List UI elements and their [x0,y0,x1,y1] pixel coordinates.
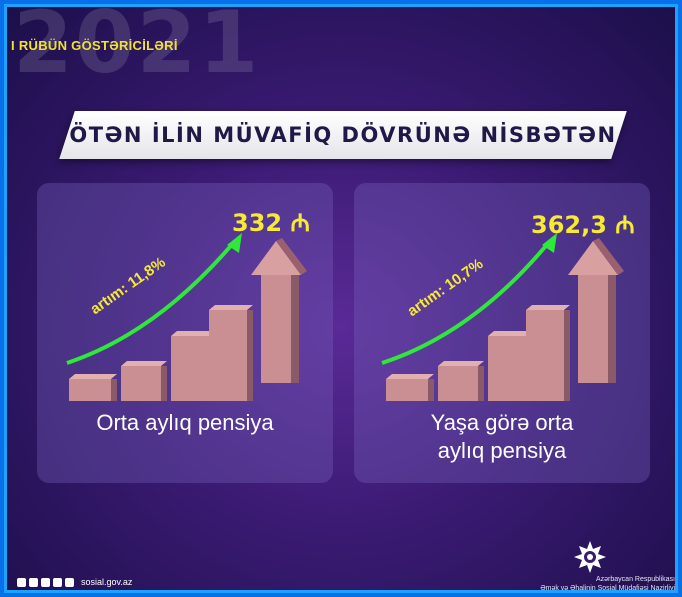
bar-1 [69,374,117,401]
growth-bars-chart [66,233,307,401]
infographic-frame: 2021 I RÜBÜN GÖSTƏRİCİLƏRİ ÖTƏN İLİN MÜV… [4,4,678,593]
growth-bars-chart [381,233,624,401]
growth-arrow-head [542,233,557,253]
year-watermark: 2021 [13,4,261,93]
arrow-bar [251,238,307,383]
website-link[interactable]: sosial.gov.az [81,577,133,587]
pension-value: 362,3 ₼ [531,211,635,239]
card-average-pension: artım: 11,8% 332 ₼ Orta aylıq pensiya [37,183,333,483]
twitter-icon[interactable] [41,578,50,587]
youtube-icon[interactable] [65,578,74,587]
instagram-icon[interactable] [29,578,38,587]
bar-3 [488,331,532,401]
card-label-line: aylıq pensiya [437,438,567,463]
card-label-line: Orta aylıq pensiya [96,410,274,435]
social-icons [17,578,74,587]
card-label: Orta aylıq pensiya [37,409,333,437]
card-label: Yaşa görə orta aylıq pensiya [354,409,650,465]
telegram-icon[interactable] [53,578,62,587]
card-age-pension: artım: 10,7% 362,3 ₼ Yaşa görə orta aylı… [354,183,650,483]
card-label-line: Yaşa görə orta [430,410,574,435]
quarter-title: I RÜBÜN GÖSTƏRİCİLƏRİ [11,38,178,53]
bar-3 [171,331,215,401]
growth-arrow-line [381,239,552,365]
facebook-icon[interactable] [17,578,26,587]
bar-4 [526,305,570,401]
pension-value: 332 ₼ [232,209,310,237]
banner-title: ÖTƏN İLİN MÜVAFİQ DÖVRÜNƏ NİSBƏTƏN [69,123,617,147]
growth-arrow-line [66,239,237,365]
ministry-emblem-icon [574,541,606,573]
ministry-name-line1: Azərbaycan Respublikası [596,576,675,583]
arrow-bar [568,238,624,383]
bar-1 [386,374,434,401]
growth-arrow-head [227,233,242,253]
bar-2 [121,361,167,401]
bar-2 [438,361,484,401]
bar-4 [209,305,253,401]
ministry-name-line2: Əmək və Əhalinin Sosial Müdafiəsi Nazirl… [540,585,675,592]
